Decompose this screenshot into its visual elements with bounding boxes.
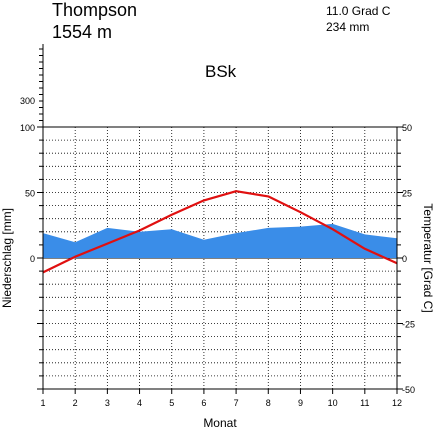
precip-tick-label: 0 [30, 254, 35, 264]
month-tick-label: 6 [201, 398, 206, 408]
month-tick-label: 3 [105, 398, 110, 408]
month-tick-label: 10 [328, 398, 338, 408]
station-name: Thompson [52, 0, 137, 20]
temperature-line [42, 190, 398, 274]
month-tick-label: 4 [137, 398, 142, 408]
precip-tick-label: 50 [25, 189, 35, 199]
left-axis-title: Niederschlag [mm] [0, 208, 14, 308]
temperature-axis: 50 25 0 -25 -50 [397, 123, 415, 395]
mean-temperature: 11.0 Grad C [326, 4, 391, 18]
month-tick-label: 9 [298, 398, 303, 408]
upper-precip-axis: 300 [20, 44, 44, 128]
precip-tick-label: 100 [20, 123, 35, 133]
precipitation-series [43, 223, 397, 258]
month-tick-label: 1 [40, 398, 45, 408]
climate-class: BSk [205, 62, 237, 81]
month-tick-label: 8 [266, 398, 271, 408]
precip-axis: 0 50 100 [20, 123, 43, 390]
month-axis: 1 2 3 4 5 6 7 8 9 10 11 12 [40, 389, 402, 408]
month-tick-label: 11 [360, 398, 369, 408]
right-axis-title: Temperatur [Grad C] [421, 203, 435, 312]
temp-tick-label: 25 [402, 189, 412, 199]
temp-tick-label: 0 [402, 254, 407, 264]
temperature-series [42, 190, 398, 274]
station-elevation: 1554 m [52, 22, 112, 42]
month-tick-label: 7 [234, 398, 239, 408]
precip-tick-label-300: 300 [20, 96, 35, 106]
precipitation-area [43, 223, 397, 258]
month-tick-label: 2 [73, 398, 78, 408]
annual-precipitation: 234 mm [326, 20, 369, 34]
month-tick-label: 12 [392, 398, 402, 408]
temp-tick-label: -25 [402, 320, 415, 330]
temp-tick-label: 50 [402, 123, 412, 133]
x-axis-title: Monat [203, 416, 237, 430]
temp-tick-label: -50 [402, 385, 415, 395]
month-tick-label: 5 [169, 398, 174, 408]
